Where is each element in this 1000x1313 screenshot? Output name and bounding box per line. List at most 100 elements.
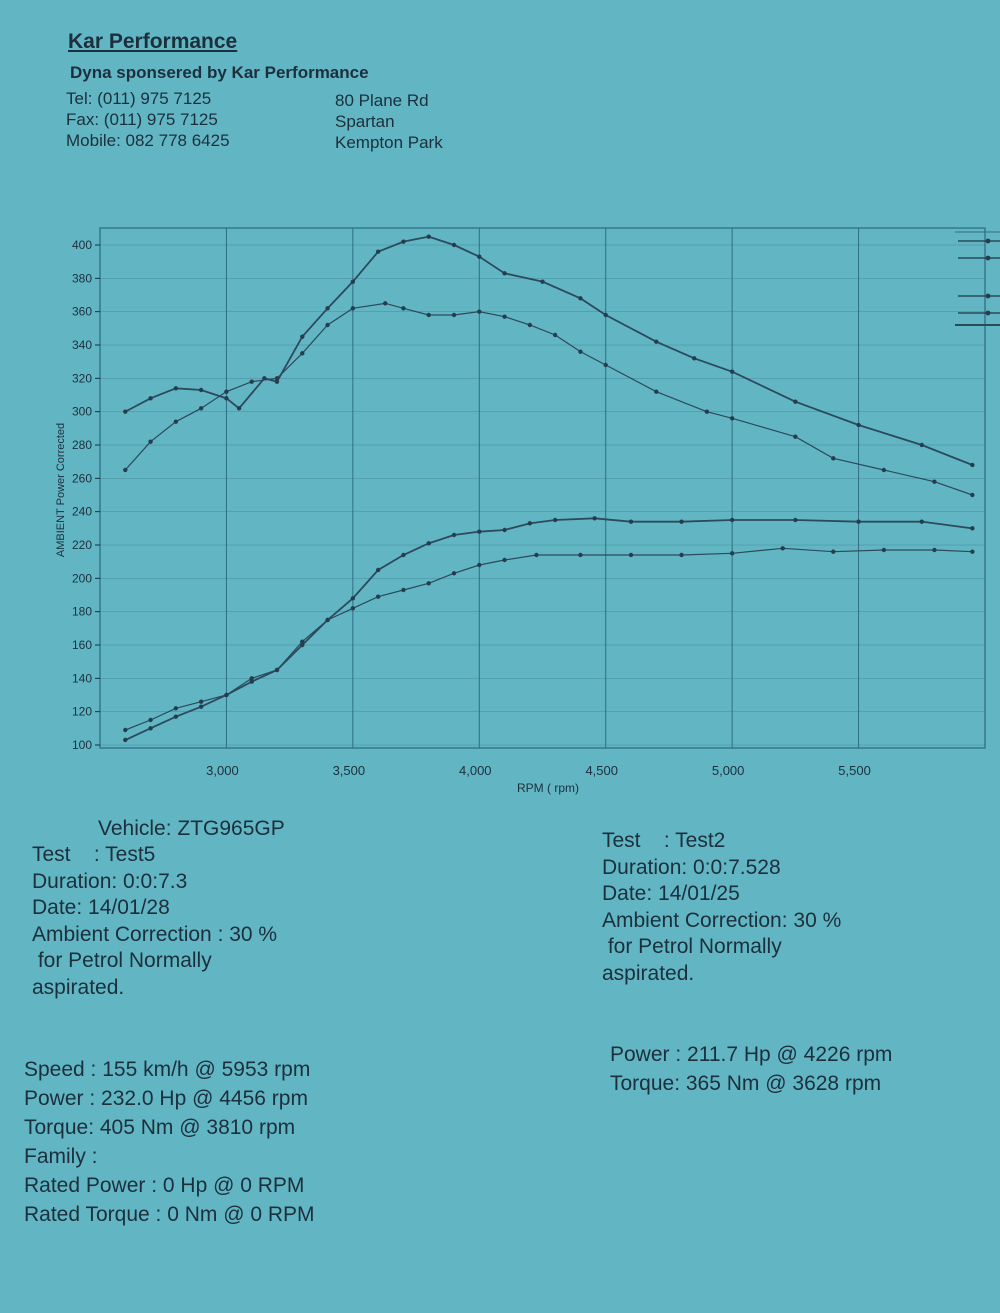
data-point bbox=[198, 704, 204, 709]
company-name: Kar Performance bbox=[68, 30, 238, 53]
test2-info: Test : Test2 Duration: 0:0:7.528 Date: 1… bbox=[602, 828, 841, 987]
data-point bbox=[325, 617, 330, 623]
test2-fuel: for Petrol Normally bbox=[602, 935, 782, 958]
x-tick-label: 3,500 bbox=[333, 763, 366, 778]
y-tick-label: 280 bbox=[72, 438, 92, 452]
data-point bbox=[970, 492, 975, 498]
data-point bbox=[274, 379, 280, 384]
address-line: Spartan bbox=[335, 112, 395, 131]
y-tick-label: 340 bbox=[72, 338, 92, 352]
data-point bbox=[375, 567, 381, 573]
data-point bbox=[578, 349, 583, 354]
x-tick-label: 4,000 bbox=[459, 763, 492, 778]
data-point bbox=[451, 571, 457, 576]
legend-marker bbox=[985, 310, 991, 316]
data-point bbox=[856, 422, 861, 428]
series-line-test5-torque bbox=[124, 235, 973, 466]
data-point bbox=[881, 467, 887, 473]
test2-test: Test : Test2 bbox=[602, 829, 726, 852]
data-point bbox=[477, 254, 482, 259]
data-point bbox=[919, 442, 924, 448]
data-point bbox=[123, 409, 128, 414]
test5-date: Date: 14/01/28 bbox=[32, 896, 170, 919]
data-point bbox=[793, 399, 798, 404]
data-point bbox=[401, 239, 406, 244]
data-point bbox=[173, 386, 179, 391]
data-point bbox=[793, 517, 798, 523]
data-point bbox=[534, 552, 539, 558]
y-tick-label: 100 bbox=[72, 738, 92, 752]
data-point bbox=[148, 726, 153, 731]
y-tick-label: 140 bbox=[72, 671, 92, 685]
y-tick-label: 300 bbox=[72, 405, 92, 419]
y-tick-label: 180 bbox=[72, 605, 92, 619]
x-tick-label: 4,500 bbox=[585, 763, 618, 778]
mobile: Mobile: 082 778 6425 bbox=[66, 131, 230, 150]
data-point bbox=[198, 406, 204, 411]
data-point bbox=[679, 552, 684, 558]
data-point bbox=[426, 312, 431, 318]
data-point bbox=[148, 396, 153, 401]
test2-duration: Duration: 0:0:7.528 bbox=[602, 855, 781, 879]
data-point bbox=[148, 717, 153, 723]
data-point bbox=[224, 389, 229, 394]
data-point bbox=[780, 546, 785, 551]
data-point bbox=[628, 552, 634, 558]
data-point bbox=[300, 639, 305, 644]
series-line-test2-power bbox=[125, 547, 973, 731]
data-point bbox=[881, 547, 887, 553]
test2-date: Date: 14/01/25 bbox=[602, 882, 740, 905]
data-point bbox=[856, 519, 861, 524]
data-point bbox=[274, 667, 280, 673]
data-point bbox=[729, 517, 735, 523]
test5-info: Test : Test5 Duration: 0:0:7.3 Date: 14/… bbox=[32, 842, 277, 1001]
fax: Fax: (011) 975 7125 bbox=[66, 110, 218, 129]
test5-aspiration: aspirated. bbox=[32, 975, 125, 999]
test5-ambient: Ambient Correction : 30 % bbox=[32, 922, 278, 946]
data-point bbox=[401, 306, 406, 311]
data-point bbox=[300, 351, 305, 356]
y-tick-label: 380 bbox=[72, 271, 92, 285]
data-point bbox=[502, 557, 507, 563]
data-point bbox=[249, 676, 254, 681]
data-point bbox=[502, 314, 507, 319]
y-tick-label: 120 bbox=[72, 705, 92, 719]
data-point bbox=[654, 389, 659, 394]
data-point bbox=[477, 309, 482, 314]
legend bbox=[955, 231, 1000, 326]
y-tick-label: 160 bbox=[72, 638, 92, 652]
data-point bbox=[729, 416, 735, 421]
tel: Tel: (011) 975 7125 bbox=[66, 89, 212, 108]
test5-rated-torque: Rated Torque : 0 Nm @ 0 RPM bbox=[24, 1203, 315, 1226]
data-point bbox=[477, 562, 482, 568]
data-point bbox=[123, 737, 128, 743]
data-point bbox=[578, 296, 583, 301]
legend-marker bbox=[985, 238, 991, 244]
data-point bbox=[477, 529, 482, 534]
data-point bbox=[426, 541, 431, 546]
data-point bbox=[375, 249, 381, 254]
data-point bbox=[375, 594, 381, 599]
x-tick-label: 5,000 bbox=[712, 763, 745, 778]
data-point bbox=[628, 519, 634, 524]
x-axis-label: RPM ( rpm) bbox=[517, 781, 579, 795]
test5-test: Test : Test5 bbox=[32, 843, 156, 866]
series-group bbox=[123, 234, 975, 743]
ticks: 100 120 140 160 180 200 220 240 260 280 300 320 340 3… bbox=[72, 238, 871, 778]
y-tick-label: 260 bbox=[72, 471, 92, 485]
data-point bbox=[236, 406, 242, 411]
x-tick-label: 5,500 bbox=[838, 763, 871, 778]
data-point bbox=[451, 242, 457, 248]
data-point bbox=[692, 356, 697, 361]
test2-power: Power : 211.7 Hp @ 4226 rpm bbox=[610, 1043, 893, 1066]
data-point bbox=[173, 706, 179, 711]
y-tick-label: 400 bbox=[72, 238, 92, 252]
test5-speed: Speed : 155 km/h @ 5953 rpm bbox=[24, 1058, 311, 1081]
data-point bbox=[970, 462, 975, 468]
data-point bbox=[300, 334, 305, 339]
data-point bbox=[970, 526, 975, 531]
grid bbox=[99, 227, 986, 749]
test2-results: Power : 211.7 Hp @ 4226 rpm Torque: 365 … bbox=[610, 1040, 892, 1098]
data-point bbox=[451, 532, 457, 538]
data-point bbox=[527, 322, 533, 328]
